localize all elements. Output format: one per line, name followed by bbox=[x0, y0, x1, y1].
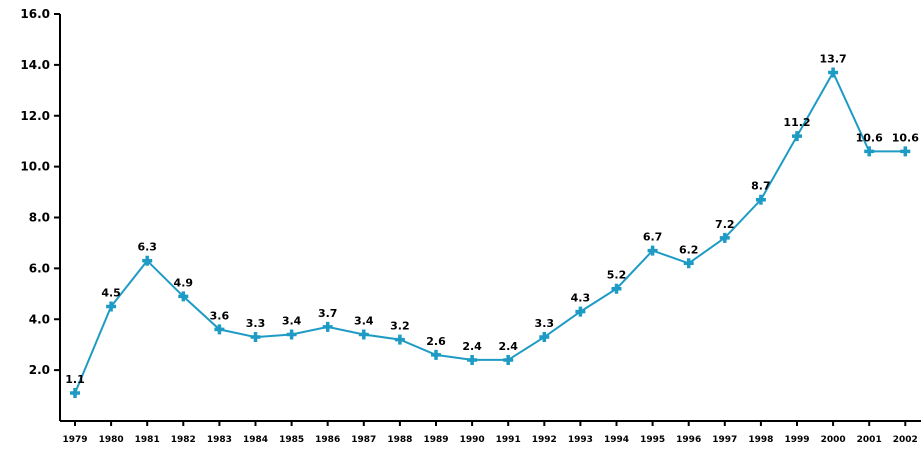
data-point-center bbox=[325, 324, 331, 330]
x-tick-label: 1994 bbox=[604, 435, 629, 445]
data-label: 6.7 bbox=[643, 231, 663, 244]
y-tick-label: 8.0 bbox=[29, 211, 50, 225]
data-label: 3.2 bbox=[390, 320, 410, 333]
y-tick-label: 6.0 bbox=[29, 261, 50, 275]
series bbox=[70, 67, 911, 399]
data-label: 4.5 bbox=[101, 287, 121, 300]
x-tick-label: 1991 bbox=[496, 435, 521, 445]
data-point-center bbox=[902, 148, 908, 154]
x-tick-label: 1984 bbox=[243, 435, 268, 445]
data-label: 13.7 bbox=[820, 53, 847, 66]
data-point-center bbox=[72, 390, 78, 396]
data-label: 6.2 bbox=[679, 243, 699, 256]
data-label: 6.3 bbox=[137, 241, 157, 254]
data-point-center bbox=[108, 304, 114, 310]
data-label: 10.6 bbox=[892, 131, 919, 144]
series-line bbox=[74, 70, 906, 394]
x-tick-label: 1983 bbox=[207, 435, 232, 445]
x-tick-label: 2002 bbox=[893, 435, 918, 445]
data-label: 3.3 bbox=[535, 317, 555, 330]
x-tick-label: 1993 bbox=[568, 435, 593, 445]
data-label: 2.4 bbox=[462, 340, 482, 353]
data-label: 3.7 bbox=[318, 307, 338, 320]
data-point-center bbox=[794, 133, 800, 139]
y-tick-label: 14.0 bbox=[20, 58, 50, 72]
data-label: 5.2 bbox=[607, 269, 627, 282]
data-point-center bbox=[541, 334, 547, 340]
x-tick-label: 1990 bbox=[460, 435, 485, 445]
data-label: 8.7 bbox=[751, 180, 771, 193]
data-label: 4.3 bbox=[571, 292, 591, 305]
data-label: 3.4 bbox=[354, 315, 374, 328]
x-tick-label: 1988 bbox=[387, 435, 412, 445]
data-labels: 1.1 4.5 6.3 4.9 3.6 3.3 3.4 3.7 3.4 3.2 2.6 2.4 2.4 3… bbox=[65, 53, 919, 387]
data-point-center bbox=[469, 357, 475, 363]
x-tick-label: 1986 bbox=[315, 435, 340, 445]
data-label: 2.6 bbox=[426, 335, 446, 348]
x-tick-label: 1995 bbox=[640, 435, 665, 445]
data-label: 3.4 bbox=[282, 315, 302, 328]
data-point-center bbox=[253, 334, 258, 340]
data-label: 1.1 bbox=[65, 373, 85, 386]
data-label: 3.3 bbox=[246, 317, 266, 330]
data-point-center bbox=[361, 332, 367, 338]
data-label: 11.2 bbox=[783, 116, 810, 129]
data-point-center bbox=[505, 357, 511, 363]
x-tick-label: 1982 bbox=[171, 435, 196, 445]
y-tick-label: 12.0 bbox=[20, 109, 50, 123]
data-label: 4.9 bbox=[174, 276, 194, 289]
x-tick-label: 1996 bbox=[676, 435, 701, 445]
y-tick-label: 2.0 bbox=[29, 363, 50, 377]
data-point-center bbox=[289, 332, 295, 338]
x-tick-label: 1998 bbox=[748, 435, 773, 445]
data-point-center bbox=[686, 260, 692, 266]
y-tick-label: 4.0 bbox=[29, 312, 50, 326]
data-point-center bbox=[830, 70, 836, 76]
data-point-center bbox=[758, 197, 764, 203]
x-tick-label: 1981 bbox=[135, 435, 160, 445]
x-tick-label: 1985 bbox=[279, 435, 304, 445]
y-axis: 2.0 4.0 6.0 8.0 10.0 12.0 14.0 16.0 bbox=[20, 7, 61, 421]
data-point-center bbox=[433, 352, 439, 358]
x-axis: 1979 1980 1981 1982 1983 1984 1985 1986 1987 1988… bbox=[60, 420, 921, 445]
x-tick-label: 1997 bbox=[712, 435, 737, 445]
data-point-center bbox=[614, 286, 619, 292]
data-label: 3.6 bbox=[210, 309, 230, 322]
data-point-center bbox=[722, 235, 728, 241]
x-tick-label: 2000 bbox=[821, 435, 846, 445]
x-tick-label: 1992 bbox=[532, 435, 557, 445]
y-tick-label: 16.0 bbox=[20, 7, 50, 21]
x-tick-label: 1989 bbox=[423, 435, 448, 445]
data-label: 7.2 bbox=[715, 218, 735, 231]
data-point-center bbox=[577, 309, 583, 315]
data-point-center bbox=[866, 148, 872, 154]
data-label: 2.4 bbox=[498, 340, 518, 353]
x-tick-label: 1980 bbox=[99, 435, 124, 445]
x-tick-label: 2001 bbox=[857, 435, 882, 445]
data-point-center bbox=[180, 293, 186, 299]
x-tick-label: 1979 bbox=[62, 435, 87, 445]
data-point-center bbox=[397, 337, 403, 343]
x-tick-label: 1987 bbox=[351, 435, 376, 445]
data-label: 10.6 bbox=[856, 131, 883, 144]
data-point-center bbox=[216, 326, 222, 332]
x-tick-label: 1999 bbox=[784, 435, 809, 445]
y-tick-label: 10.0 bbox=[20, 160, 50, 174]
data-point-center bbox=[650, 248, 656, 254]
data-point-center bbox=[144, 258, 150, 264]
